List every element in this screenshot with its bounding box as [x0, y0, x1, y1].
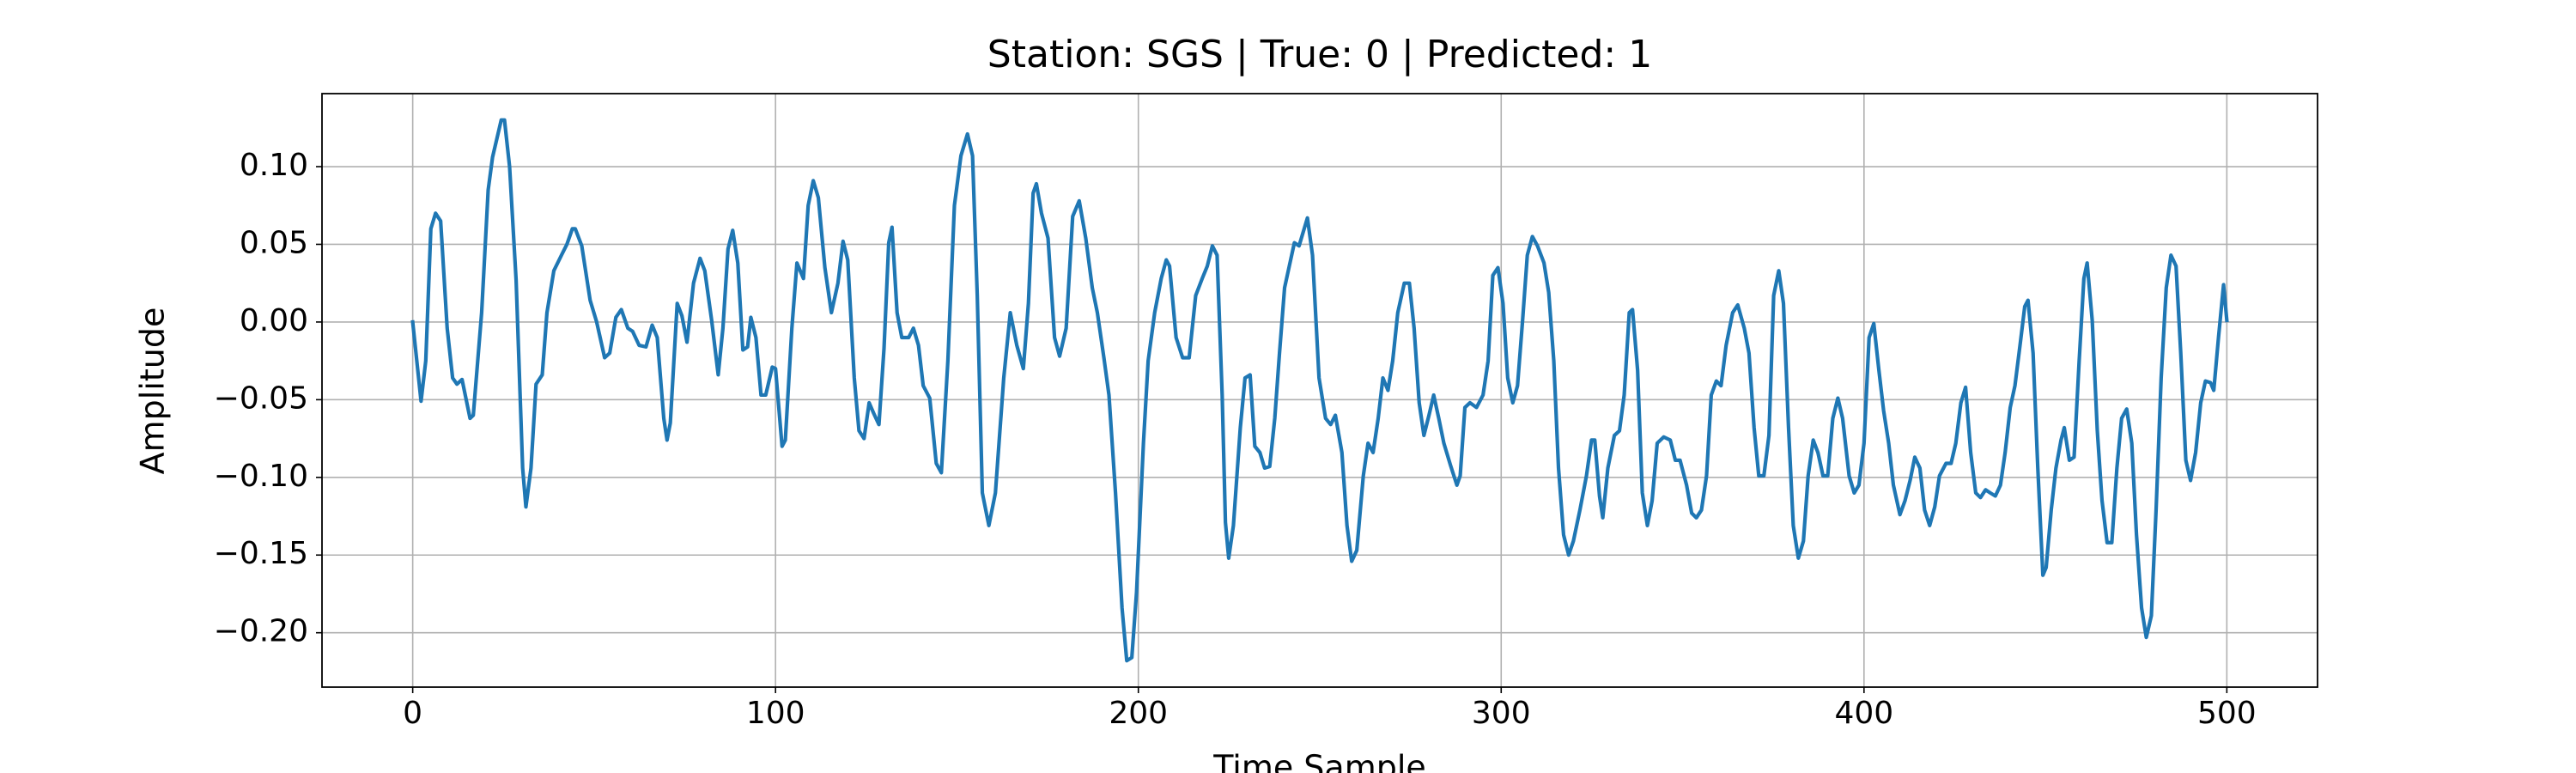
- y-tick-label: −0.05: [214, 380, 308, 416]
- y-tick-label: −0.10: [214, 459, 308, 494]
- plot-frame: [321, 93, 2318, 688]
- y-axis-label: Amplitude: [134, 307, 172, 475]
- chart-title: Station: SGS | True: 0 | Predicted: 1: [987, 33, 1652, 76]
- data-line: [410, 118, 2229, 663]
- y-tick-label: 0.10: [240, 148, 308, 183]
- x-tick-label: 0: [403, 696, 422, 731]
- y-tick-label: 0.05: [240, 225, 308, 260]
- x-tick-label: 400: [1834, 696, 1893, 731]
- x-tick-label: 500: [2197, 696, 2257, 731]
- x-tick-label: 100: [746, 696, 805, 731]
- x-tick-label: 300: [1472, 696, 1531, 731]
- y-tick-label: 0.00: [240, 303, 308, 338]
- x-tick-label: 200: [1109, 696, 1168, 731]
- x-axis-label: Time Sample: [1212, 749, 1426, 773]
- y-tick-label: −0.20: [214, 614, 308, 649]
- y-tick-label: −0.15: [214, 536, 308, 571]
